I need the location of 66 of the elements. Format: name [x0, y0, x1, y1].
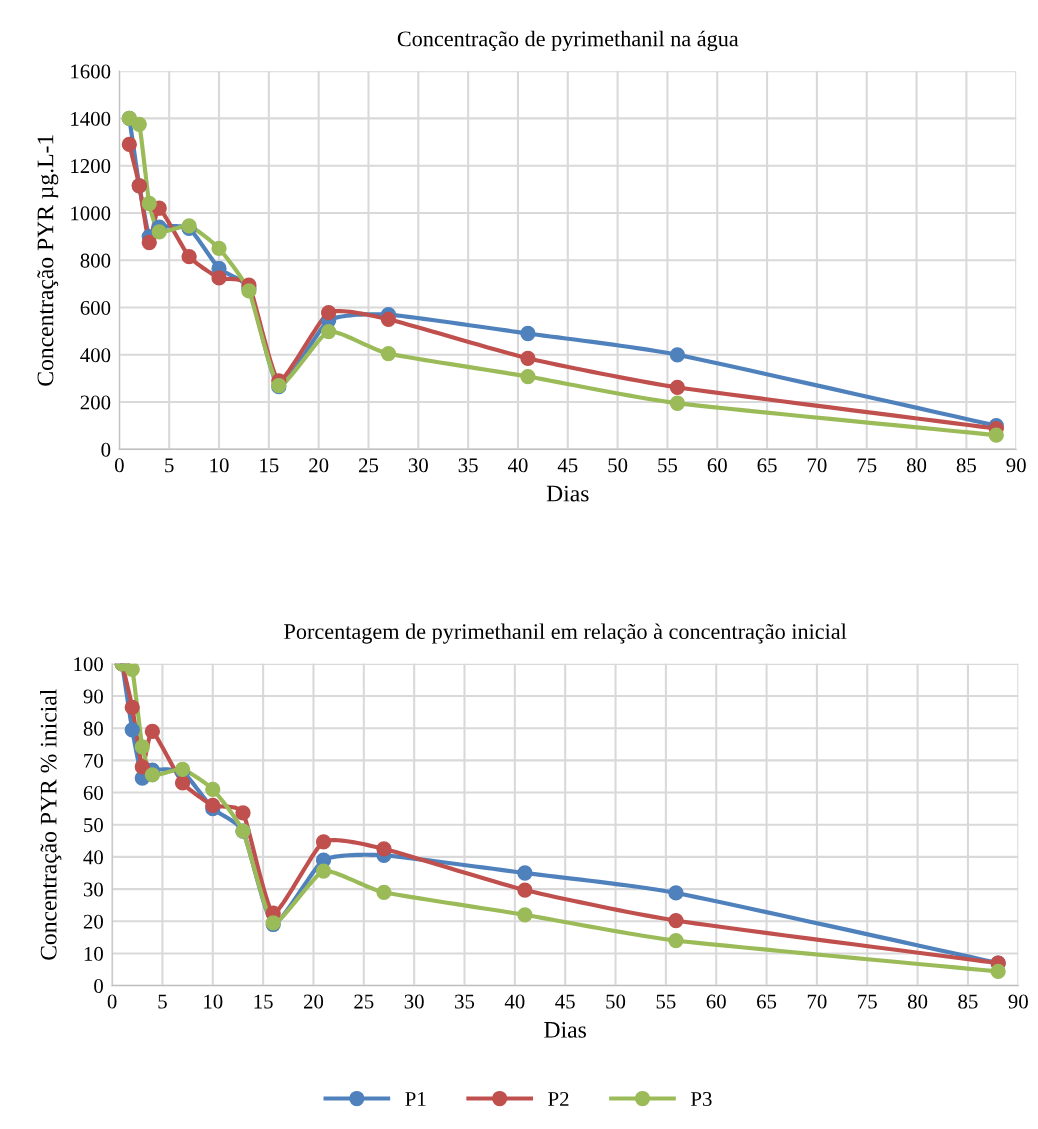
x-tick-label: 60 — [707, 458, 727, 473]
legend-label: P1 — [405, 1092, 426, 1106]
x-tick-label: 25 — [358, 458, 379, 473]
legend-label: P2 — [548, 1092, 569, 1106]
x-tick-label: 10 — [210, 458, 229, 473]
x-tick-label: 45 — [555, 994, 575, 1009]
y-tick-label: 70 — [84, 753, 103, 768]
x-tick-label: 50 — [608, 458, 628, 473]
x-tick-label: 60 — [706, 994, 726, 1009]
x-tick-label: 10 — [204, 994, 223, 1009]
x-tick-label: 40 — [504, 994, 525, 1009]
x-axis-title: Dias — [544, 1021, 586, 1038]
x-tick-label: 5 — [165, 458, 174, 473]
x-axis-title: Dias — [546, 485, 589, 502]
x-tick-label: 55 — [656, 994, 676, 1009]
legend-label: P3 — [691, 1092, 712, 1107]
x-tick-label: 35 — [455, 994, 475, 1009]
y-tick-label: 30 — [83, 882, 103, 897]
y-tick-label: 60 — [83, 785, 103, 800]
chart-title: Concentração de pyrimethanil na água — [397, 30, 739, 51]
y-tick-label: 50 — [84, 818, 103, 833]
y-tick-label: 90 — [83, 689, 103, 704]
x-tick-label: 70 — [807, 458, 827, 473]
y-tick-label: 10 — [84, 946, 103, 961]
x-tick-label: 20 — [303, 994, 324, 1009]
x-tick-label: 50 — [606, 994, 626, 1009]
x-tick-label: 40 — [507, 458, 528, 473]
x-tick-label: 80 — [906, 458, 927, 473]
y-tick-label: 1600 — [71, 64, 111, 79]
chart-title: Porcentagem de pyrimethanil em relação à concentração inicial — [284, 623, 847, 644]
x-tick-label: 5 — [158, 994, 167, 1009]
y-tick-label: 1000 — [71, 206, 111, 221]
y-tick-label: 100 — [74, 657, 103, 672]
x-tick-label: 75 — [858, 994, 877, 1009]
y-axis-title: Concentração PYR % inicial — [40, 689, 62, 960]
x-tick-label: 80 — [907, 994, 928, 1009]
y-tick-label: 1400 — [71, 111, 111, 126]
x-tick-label: 15 — [254, 994, 273, 1009]
y-tick-label: 20 — [83, 914, 103, 929]
x-tick-label: 45 — [557, 458, 578, 473]
x-tick-label: 15 — [260, 458, 279, 473]
y-tick-label: 40 — [83, 850, 103, 865]
x-tick-label: 30 — [404, 994, 424, 1009]
x-tick-label: 25 — [354, 994, 374, 1009]
y-tick-label: 400 — [80, 348, 111, 363]
y-axis-title: Concentração PYR µg.L-1 — [37, 135, 59, 386]
x-tick-label: 20 — [309, 458, 329, 473]
y-tick-label: 80 — [83, 721, 103, 736]
x-tick-label: 90 — [1008, 994, 1028, 1009]
y-tick-label: 200 — [80, 395, 111, 410]
y-tick-label: 0 — [101, 442, 111, 457]
x-tick-label: 85 — [956, 458, 976, 473]
x-tick-label: 90 — [1006, 458, 1026, 473]
x-tick-label: 35 — [458, 458, 478, 473]
x-tick-label: 70 — [807, 994, 827, 1009]
x-tick-label: 0 — [114, 458, 124, 473]
y-tick-label: 0 — [94, 978, 103, 994]
x-tick-label: 85 — [958, 994, 978, 1009]
x-tick-label: 65 — [757, 458, 777, 473]
y-tick-label: 800 — [80, 253, 111, 268]
y-tick-label: 600 — [80, 300, 111, 315]
y-tick-label: 1200 — [71, 159, 111, 174]
x-tick-label: 30 — [408, 458, 428, 473]
x-tick-label: 55 — [658, 458, 678, 473]
x-tick-label: 65 — [757, 994, 777, 1009]
x-tick-label: 75 — [857, 458, 877, 473]
